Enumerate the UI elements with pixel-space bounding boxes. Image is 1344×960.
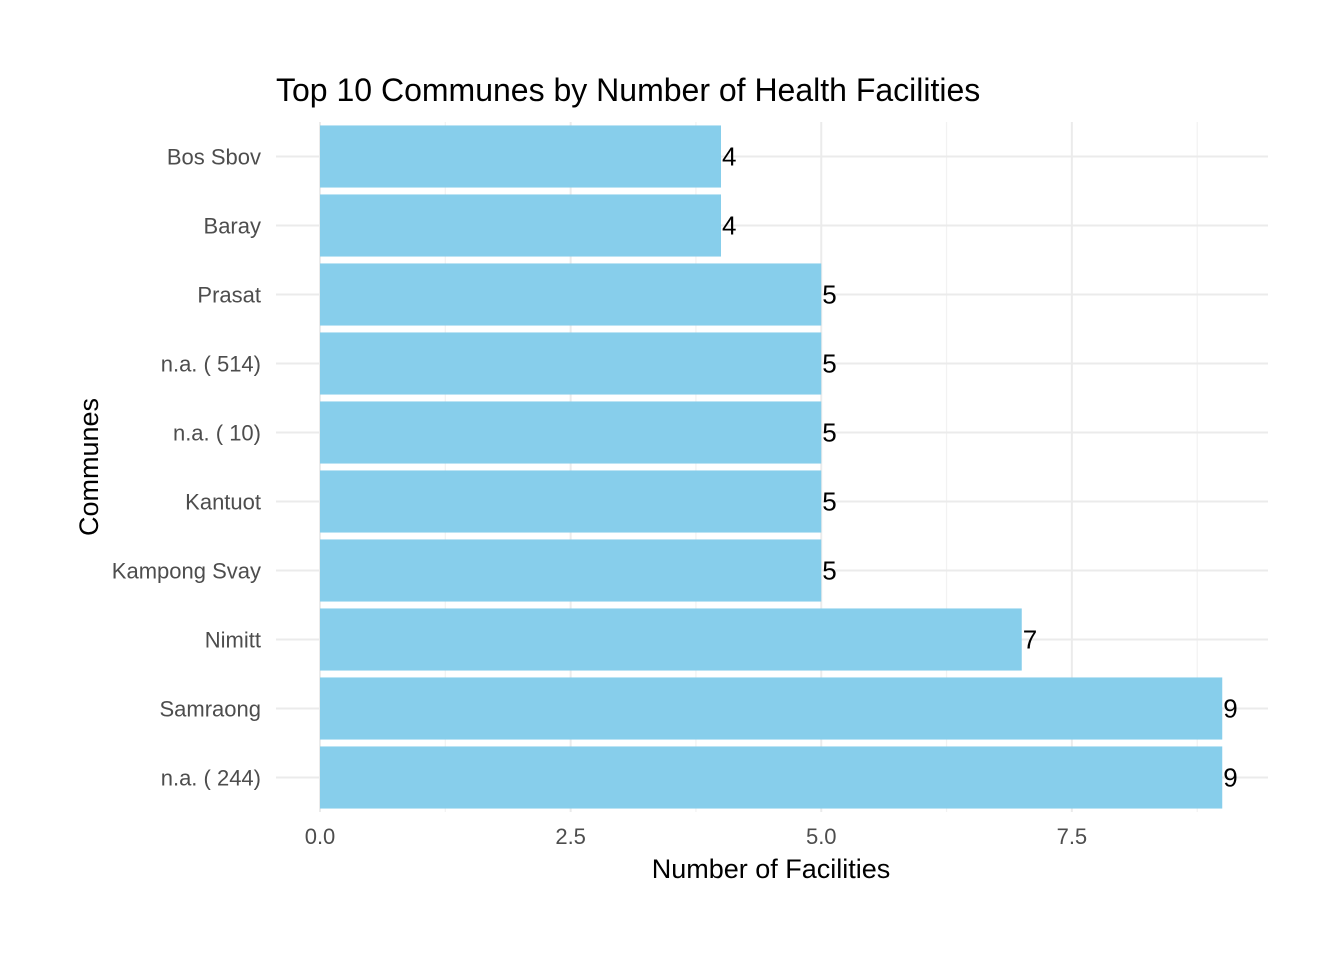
data-label: 7 [1023,625,1037,655]
x-axis-title: Number of Facilities [652,854,891,884]
data-label: 4 [722,142,736,172]
x-axis-ticks: 0.0 2.5 5.0 7.5 [305,824,1087,849]
y-axis-title: Communes [74,398,104,536]
x-tick-label: 7.5 [1057,824,1088,849]
y-tick-label: n.a. ( 10) [173,421,261,446]
y-tick-label: Bos Sbov [167,145,261,170]
bar [320,263,822,326]
x-tick-label: 2.5 [555,824,586,849]
bar [320,470,822,533]
bar [320,677,1223,740]
y-tick-label: n.a. ( 244) [161,766,261,791]
y-tick-label: Baray [204,214,261,239]
y-tick-label: Prasat [197,283,261,308]
bar [320,539,822,602]
bar [320,125,721,188]
data-label: 5 [822,556,836,586]
y-tick-label: n.a. ( 514) [161,352,261,377]
y-tick-label: Samraong [159,697,261,722]
data-label: 5 [822,487,836,517]
bar [320,401,822,464]
x-tick-label: 5.0 [806,824,837,849]
data-labels: 9 9 7 5 5 5 5 5 4 4 [722,142,1238,793]
data-label: 5 [822,280,836,310]
bar [320,746,1223,809]
data-label: 9 [1223,763,1237,793]
x-tick-label: 0.0 [305,824,336,849]
data-label: 4 [722,211,736,241]
bar [320,332,822,395]
data-label: 5 [822,418,836,448]
y-tick-label: Kampong Svay [112,559,261,584]
y-tick-label: Nimitt [205,628,261,653]
bar [320,194,721,257]
data-label: 9 [1223,694,1237,724]
chart-title: Top 10 Communes by Number of Health Faci… [276,72,980,108]
bar [320,608,1022,671]
data-label: 5 [822,349,836,379]
bars [320,125,1223,809]
y-tick-label: Kantuot [185,490,261,515]
y-axis-ticks: n.a. ( 244) Samraong Nimitt Kampong Svay Kan… [112,145,261,791]
